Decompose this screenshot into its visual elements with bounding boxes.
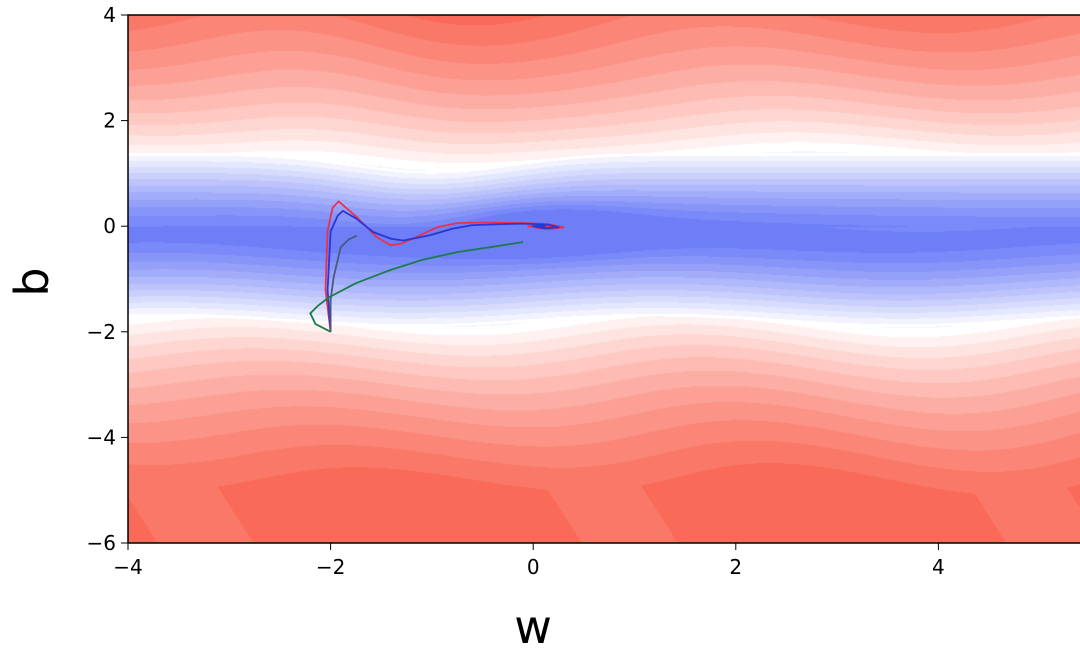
x-axis-label: w [514,600,552,649]
x-tick-label: 4 [932,555,945,579]
y-axis-label: b [5,267,59,296]
y-tick-label: −4 [87,425,116,449]
y-tick-label: 2 [103,109,116,133]
green-trajectory [309,241,524,333]
y-tick-label: 4 [103,3,116,27]
y-tick-label: 0 [103,214,116,238]
blue-trajectory [326,210,560,332]
loss-contour-surface [128,15,1080,543]
x-tick-label: −2 [316,555,345,579]
y-tick-label: −2 [87,320,116,344]
red-trajectory [324,200,565,332]
x-tick-label: 2 [729,555,742,579]
gray-trajectory [329,234,358,332]
x-tick-label: 0 [527,555,540,579]
y-tick-label: −6 [87,531,116,555]
x-tick-label: −4 [113,555,142,579]
plot-frame [127,14,1080,544]
